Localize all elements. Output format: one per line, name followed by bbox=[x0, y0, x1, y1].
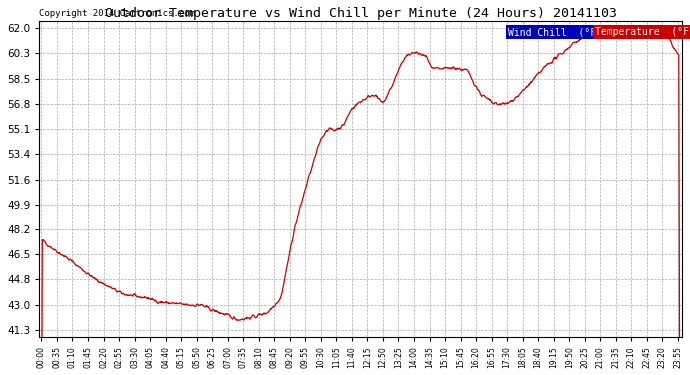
Text: Wind Chill  (°F): Wind Chill (°F) bbox=[509, 27, 602, 38]
Title: Outdoor Temperature vs Wind Chill per Minute (24 Hours) 20141103: Outdoor Temperature vs Wind Chill per Mi… bbox=[105, 7, 617, 20]
Text: Copyright 2014 Cartronics.com: Copyright 2014 Cartronics.com bbox=[39, 9, 195, 18]
Text: Temperature  (°F): Temperature (°F) bbox=[595, 27, 690, 38]
